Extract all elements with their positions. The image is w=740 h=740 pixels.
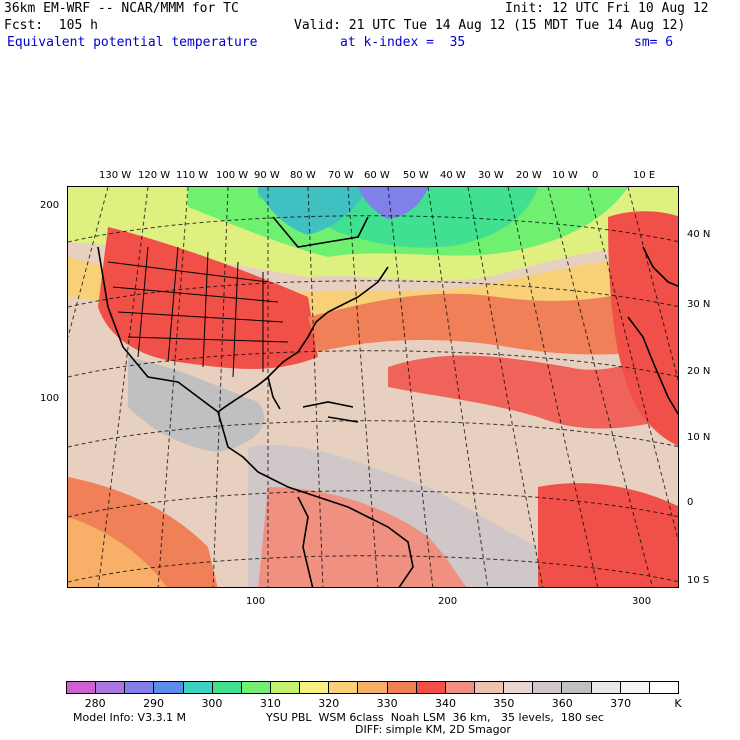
colorbar-swatch: [533, 682, 563, 693]
field-hudson-teal: [258, 187, 368, 235]
colorbar-swatch: [474, 682, 505, 693]
colorbar-swatch: [649, 682, 678, 693]
y-grid-label-100: 100: [40, 393, 60, 404]
x-grid-label-100: 100: [246, 596, 266, 607]
y-grid-label-200: 200: [40, 200, 60, 211]
map-panel[interactable]: [67, 186, 679, 588]
field-europe-hot: [608, 211, 678, 446]
colorbar-swatch: [270, 682, 301, 693]
state-borders: [107, 246, 289, 378]
latitude-label: 0: [687, 497, 694, 508]
longitude-label: 130 W: [99, 170, 132, 181]
model-title: 36km EM-WRF -- NCAR/MMM for TC: [4, 1, 239, 16]
colorbar-label: 280: [84, 697, 106, 710]
colorbar-label: 360: [551, 697, 573, 710]
colorbar-swatch: [387, 682, 417, 693]
latitude-label: 30 N: [687, 299, 711, 310]
colorbar-label: 330: [376, 697, 398, 710]
longitude-label: 50 W: [403, 170, 429, 181]
colorbar-label: 370: [610, 697, 632, 710]
field-south-america: [258, 487, 467, 587]
colorbar-label: 350: [493, 697, 515, 710]
colorbar-swatch: [504, 682, 534, 693]
field-south-atlantic-red: [538, 483, 678, 587]
field-gulf-grey: [128, 357, 265, 452]
longitude-label: 0: [592, 170, 599, 181]
colorbar-swatch: [445, 682, 475, 693]
field-name: Equivalent potential temperature: [7, 35, 258, 50]
colorbar-unit: K: [674, 697, 682, 710]
longitude-label: 20 W: [516, 170, 542, 181]
colorbar-label: 300: [201, 697, 223, 710]
graticule: [68, 187, 678, 587]
latitude-label: 10 N: [687, 432, 711, 443]
coastlines: [97, 216, 678, 587]
longitude-label: 60 W: [364, 170, 390, 181]
colorbar-swatch: [154, 682, 184, 693]
field-southwest-orange: [68, 517, 167, 587]
colorbar-swatch: [329, 682, 359, 693]
longitude-label: 10 E: [633, 170, 656, 181]
theta-e-map: [68, 187, 678, 587]
model-info: Model Info: V3.3.1 M: [73, 711, 187, 724]
field-atlantic-band: [308, 277, 678, 355]
colorbar: [66, 681, 679, 694]
init-time: Init: 12 UTC Fri 10 Aug 12: [505, 1, 709, 16]
field-atlantic-red: [388, 347, 678, 429]
colorbar-swatch: [358, 682, 388, 693]
colorbar-swatch: [416, 682, 446, 693]
colorbar-label: 310: [259, 697, 281, 710]
x-grid-label-300: 300: [632, 596, 652, 607]
smoothing-info: sm= 6: [634, 35, 674, 50]
colorbar-label: 340: [434, 697, 456, 710]
colorbar-swatch: [300, 682, 330, 693]
longitude-label: 110 W: [176, 170, 209, 181]
physics-info: YSU PBL WSM 6class Noah LSM 36 km, 35 le…: [266, 711, 604, 724]
colorbar-swatch: [183, 682, 213, 693]
longitude-label: 30 W: [478, 170, 504, 181]
colorbar-swatch: [96, 682, 126, 693]
latitude-label: 40 N: [687, 229, 711, 240]
longitude-label: 70 W: [328, 170, 354, 181]
colorbar-swatch: [125, 682, 155, 693]
level-info: at k-index = 35: [340, 35, 466, 50]
longitude-label: 100 W: [216, 170, 249, 181]
field-greenland-purple: [358, 187, 428, 219]
latitude-label: 20 N: [687, 366, 711, 377]
colorbar-swatch: [562, 682, 592, 693]
colorbar-swatch: [67, 682, 97, 693]
colorbar-swatch: [591, 682, 621, 693]
latitude-label: 10 S: [687, 575, 710, 586]
colorbar-swatch: [620, 682, 650, 693]
colorbar-label: 290: [143, 697, 165, 710]
x-grid-label-200: 200: [438, 596, 458, 607]
diffusion-info: DIFF: simple KM, 2D Smagor: [355, 723, 511, 736]
longitude-label: 90 W: [254, 170, 280, 181]
colorbar-label: 320: [318, 697, 340, 710]
colorbar-swatch: [241, 682, 271, 693]
longitude-label: 80 W: [290, 170, 316, 181]
valid-time: Valid: 21 UTC Tue 14 Aug 12 (15 MDT Tue …: [294, 18, 686, 33]
longitude-label: 40 W: [440, 170, 466, 181]
longitude-label: 120 W: [138, 170, 171, 181]
colorbar-swatch: [212, 682, 242, 693]
longitude-label: 10 W: [552, 170, 578, 181]
forecast-hour: Fcst: 105 h: [4, 18, 98, 33]
